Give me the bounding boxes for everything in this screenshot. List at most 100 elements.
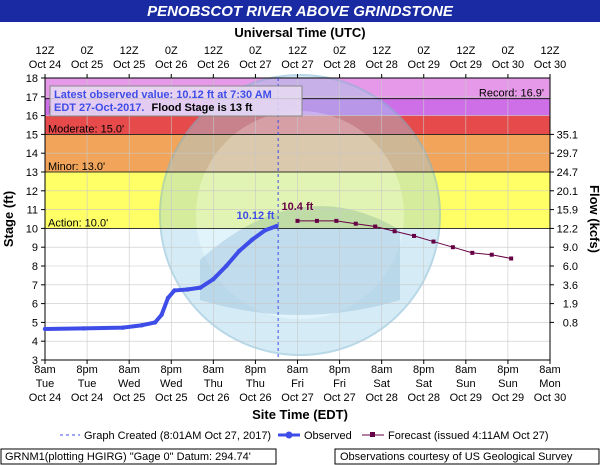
site-tick-date: Oct 30 bbox=[534, 392, 566, 404]
site-tick-date: Oct 24 bbox=[71, 392, 103, 404]
stage-tick-label: 4 bbox=[32, 336, 38, 348]
site-tick-time: 8pm bbox=[413, 364, 434, 376]
site-tick-day: Fri bbox=[333, 378, 346, 390]
flood-stage-note: Flood Stage is 13 ft bbox=[152, 102, 253, 114]
utc-tick-date: Oct 30 bbox=[534, 59, 566, 71]
site-tick-day: Wed bbox=[118, 378, 140, 390]
site-tick-date: Oct 25 bbox=[155, 392, 187, 404]
site-tick-day: Sun bbox=[456, 378, 476, 390]
flow-tick-label: 9.0 bbox=[563, 242, 578, 254]
observed-point bbox=[211, 276, 216, 282]
flow-tick-label: 15.9 bbox=[557, 205, 578, 217]
site-tick-time: 8pm bbox=[245, 364, 266, 376]
site-tick-day: Tue bbox=[36, 378, 55, 390]
site-tick-time: 8am bbox=[118, 364, 139, 376]
site-tick-day: Mon bbox=[539, 378, 560, 390]
forecast-point bbox=[353, 221, 358, 226]
flow-tick-label: 6.0 bbox=[563, 261, 578, 273]
site-tick-date: Oct 26 bbox=[197, 392, 229, 404]
site-tick-day: Thu bbox=[204, 378, 223, 390]
flow-tick-label: 35.1 bbox=[557, 129, 578, 141]
utc-tick-label: 12Z bbox=[120, 45, 139, 57]
utc-tick-label: 0Z bbox=[249, 45, 262, 57]
footer: GRNM1(plotting HGIRG) "Gage 0" Datum: 29… bbox=[0, 448, 600, 465]
stage-tick-label: 5 bbox=[32, 317, 38, 329]
site-tick-day: Sun bbox=[498, 378, 518, 390]
forecast-point bbox=[412, 233, 417, 238]
utc-tick-label: 0Z bbox=[501, 45, 514, 57]
forecast-point bbox=[392, 229, 397, 234]
forecast-point bbox=[314, 218, 319, 223]
observed-point bbox=[120, 325, 125, 330]
stage-tick-label: 18 bbox=[26, 73, 38, 85]
utc-tick-label: 0Z bbox=[333, 45, 346, 57]
stage-tick-label: 9 bbox=[32, 242, 38, 254]
observed-point bbox=[165, 295, 171, 301]
utc-tick-label: 12Z bbox=[288, 45, 307, 57]
utc-tick-date: Oct 24 bbox=[29, 59, 61, 71]
flow-tick-label: 3.6 bbox=[563, 280, 578, 292]
latest-observed-line2: EDT 27-Oct-2017. Flood Stage is 13 ft bbox=[54, 102, 253, 114]
site-tick-date: Oct 26 bbox=[239, 392, 271, 404]
flow-tick-label: 12.2 bbox=[557, 223, 578, 235]
utc-tick-label: 0Z bbox=[81, 45, 94, 57]
forecast-series-line bbox=[297, 220, 512, 259]
utc-tick-label: 12Z bbox=[541, 45, 560, 57]
legend-created: Graph Created (8:01AM Oct 27, 2017) bbox=[84, 430, 271, 442]
latest-observed-time: EDT 27-Oct-2017. bbox=[54, 102, 144, 114]
observed-value-label: 10.12 ft bbox=[237, 210, 275, 222]
legend-observed: Observed bbox=[304, 430, 352, 442]
stage-axis-title: Stage (ft) bbox=[1, 191, 16, 247]
observed-point bbox=[249, 237, 255, 242]
site-tick-date: Oct 24 bbox=[29, 392, 61, 404]
flow-tick-label: 1.9 bbox=[563, 299, 578, 311]
utc-tick-label: 12Z bbox=[372, 45, 391, 57]
site-tick-date: Oct 29 bbox=[450, 392, 482, 404]
site-tick-time: 8am bbox=[539, 364, 560, 376]
site-tick-time: 8pm bbox=[161, 364, 182, 376]
utc-tick-date: Oct 29 bbox=[408, 59, 440, 71]
stage-label-record: Record: 16.9' bbox=[479, 88, 544, 100]
footer-datum: GRNM1(plotting HGIRG) "Gage 0" Datum: 29… bbox=[5, 451, 251, 463]
stage-label-action: Action: 10.0' bbox=[48, 217, 108, 229]
site-tick-time: 8pm bbox=[497, 364, 518, 376]
site-tick-day: Tue bbox=[78, 378, 97, 390]
site-tick-time: 8am bbox=[455, 364, 476, 376]
observed-points bbox=[42, 223, 279, 332]
site-tick-time: 8pm bbox=[76, 364, 97, 376]
flow-tick-label: 0.8 bbox=[563, 317, 578, 329]
observed-point bbox=[224, 263, 229, 269]
flow-tick-label: 24.7 bbox=[557, 167, 578, 179]
forecast-point bbox=[470, 250, 475, 255]
observed-point bbox=[81, 326, 87, 331]
footer-credit: Observations courtesy of US Geological S… bbox=[340, 451, 573, 463]
stage-tick-label: 14 bbox=[26, 148, 38, 160]
observed-point bbox=[172, 288, 177, 293]
stage-tick-label: 6 bbox=[32, 299, 38, 311]
stage-tick-label: 15 bbox=[26, 129, 38, 141]
site-tick-date: Oct 29 bbox=[492, 392, 524, 404]
observed-point bbox=[262, 228, 268, 233]
site-tick-date: Oct 27 bbox=[281, 392, 313, 404]
stage-tick-label: 3 bbox=[32, 355, 38, 367]
observed-point bbox=[152, 320, 158, 325]
stage-tick-label: 7 bbox=[32, 280, 38, 292]
utc-tick-label: 12Z bbox=[456, 45, 475, 57]
observed-point bbox=[274, 223, 279, 229]
bottom-axis-title: Site Time (EDT) bbox=[252, 407, 348, 422]
stage-label-moderate: Moderate: 15.0' bbox=[48, 123, 124, 135]
site-tick-date: Oct 27 bbox=[323, 392, 355, 404]
site-time-axis-ticks: 8am Tue Oct 24 8pm Tue Oct 24 8am Wed Oct 25 8pm W… bbox=[29, 360, 566, 404]
site-tick-day: Thu bbox=[246, 378, 265, 390]
site-tick-time: 8am bbox=[287, 364, 308, 376]
utc-tick-label: 0Z bbox=[417, 45, 430, 57]
site-tick-date: Oct 28 bbox=[365, 392, 397, 404]
observed-series-line bbox=[44, 224, 278, 331]
site-tick-day: Fri bbox=[291, 378, 304, 390]
stage-tick-label: 16 bbox=[26, 111, 38, 123]
observed-point bbox=[185, 287, 190, 292]
stage-tick-label: 12 bbox=[26, 186, 38, 198]
site-tick-day: Sat bbox=[415, 378, 432, 390]
stage-tick-label: 13 bbox=[26, 167, 38, 179]
site-tick-time: 8am bbox=[371, 364, 392, 376]
